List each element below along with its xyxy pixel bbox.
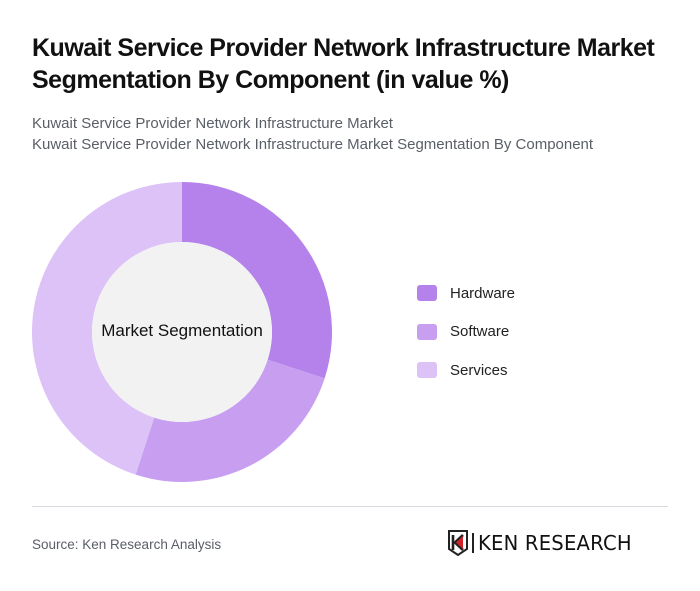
ken-research-logo-mark-icon [448, 530, 468, 556]
donut-slice-software[interactable] [135, 359, 325, 482]
legend-swatch-services [417, 362, 437, 378]
legend-label: Hardware [450, 284, 516, 302]
logo-separator [472, 533, 474, 553]
legend-swatch-hardware [417, 285, 437, 301]
source-note: Source: Ken Research Analysis [32, 537, 222, 552]
footer-divider [32, 506, 668, 507]
donut-slice-hardware[interactable] [182, 182, 333, 379]
legend-item-hardware[interactable]: Hardware [417, 283, 515, 303]
subtitle: Kuwait Service Provider Network Infrastr… [32, 113, 682, 155]
legend-label: Services [450, 361, 508, 379]
legend-item-services[interactable]: Services [417, 360, 515, 380]
legend: Hardware Software Services [417, 283, 515, 399]
subtitle-line-1: Kuwait Service Provider Network Infrastr… [32, 115, 393, 132]
donut-center-label: Market Segmentation [101, 321, 263, 340]
legend-label: Software [450, 323, 510, 340]
donut-center [92, 242, 272, 422]
legend-item-software[interactable]: Software [417, 322, 515, 342]
page-title: Kuwait Service Provider Network Infrastr… [32, 34, 655, 94]
donut-chart [31, 182, 333, 482]
ken-research-logo: KEN RESEARCH [447, 530, 634, 556]
donut-slice-services[interactable] [31, 182, 182, 475]
subtitle-line-2: Kuwait Service Provider Network Infrastr… [32, 136, 594, 153]
legend-swatch-software [417, 323, 437, 340]
logo-text: KEN RESEARCH [477, 531, 632, 555]
